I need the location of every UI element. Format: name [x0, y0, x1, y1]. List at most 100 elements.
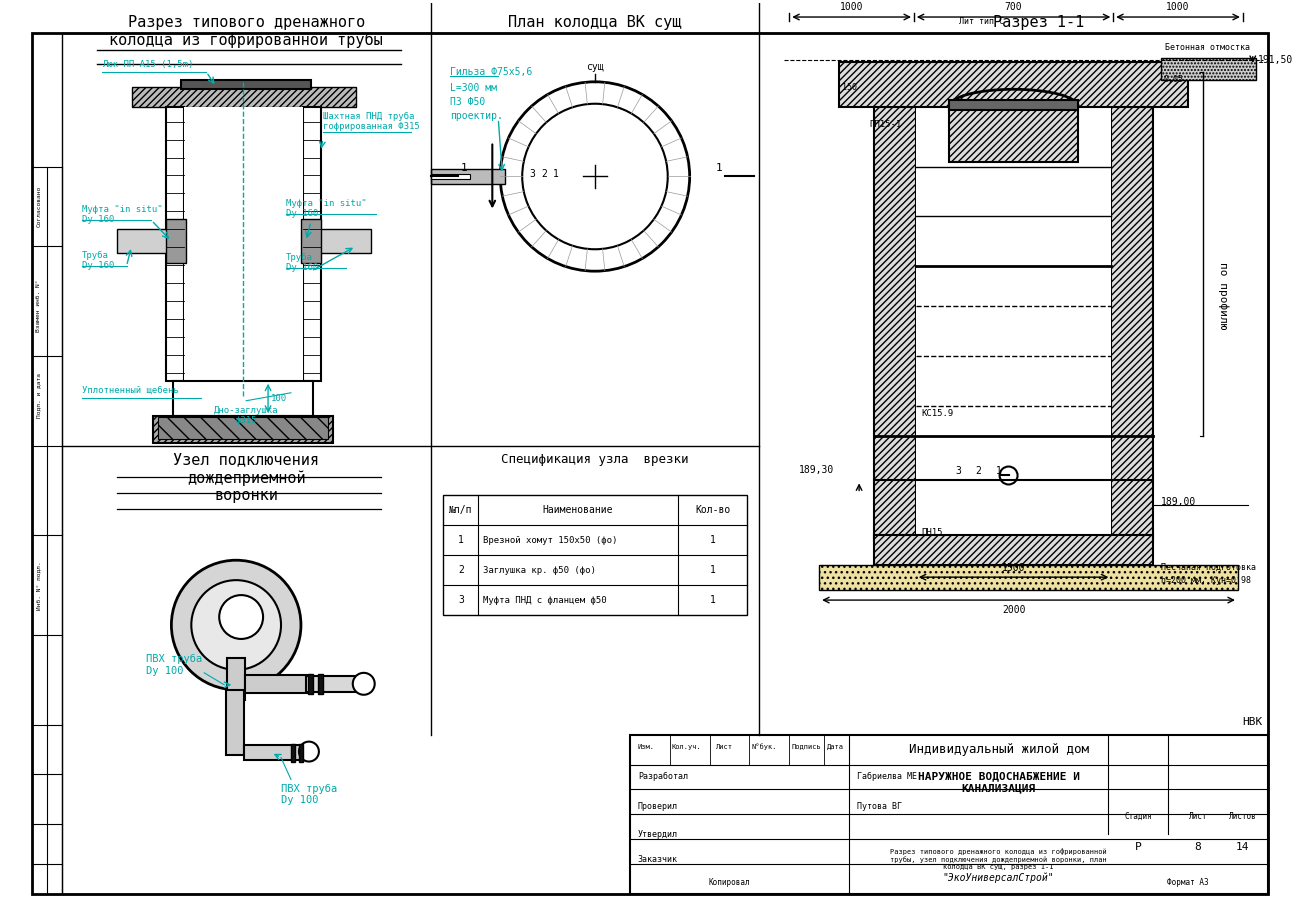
Bar: [131, 87, 355, 107]
Text: Труба
Dy 160: Труба Dy 160: [82, 250, 114, 270]
Text: h=200 мм, Кун=0,98: h=200 мм, Кун=0,98: [1160, 577, 1252, 585]
Bar: [226, 690, 245, 755]
Text: 189,30: 189,30: [799, 465, 834, 475]
Text: "ЭкоУниверсалСтрой": "ЭкоУниверсалСтрой": [943, 873, 1054, 883]
Text: проектир.: проектир.: [450, 111, 503, 121]
Text: Разрез типового дренажного
колодца из гофрированной трубы: Разрез типового дренажного колодца из го…: [109, 15, 382, 48]
Text: НАРУЖНОЕ ВОДОСНАБЖЕНИЕ И
КАНАЛИЗАЦИЯ: НАРУЖНОЕ ВОДОСНАБЖЕНИЕ И КАНАЛИЗАЦИЯ: [917, 772, 1080, 794]
Circle shape: [172, 560, 301, 690]
Text: Разрез 1-1: Разрез 1-1: [993, 15, 1084, 30]
Text: ПН15: ПН15: [921, 529, 942, 537]
Bar: [1160, 58, 1255, 79]
Text: 700: 700: [1004, 2, 1023, 12]
Text: N°бук.: N°бук.: [752, 743, 777, 750]
Text: 2: 2: [458, 565, 464, 575]
Text: 3: 3: [956, 466, 961, 476]
Bar: [154, 416, 333, 443]
Circle shape: [522, 103, 667, 249]
Bar: [245, 745, 304, 760]
Bar: [630, 735, 1267, 894]
Text: 3: 3: [458, 595, 464, 605]
Text: 150: 150: [842, 83, 856, 91]
Text: 2: 2: [541, 168, 548, 178]
Bar: [167, 219, 186, 263]
Text: 1500: 1500: [1002, 563, 1025, 573]
Text: Уплотненный щебень: Уплотненный щебень: [82, 385, 178, 395]
Bar: [173, 381, 314, 416]
Text: Р: Р: [1134, 843, 1141, 852]
Circle shape: [299, 742, 319, 761]
Text: Шахтная ПНД труба
гофрированная Ф315: Шахтная ПНД труба гофрированная Ф315: [323, 112, 420, 131]
Bar: [948, 107, 1079, 162]
Bar: [185, 107, 303, 381]
Text: 14: 14: [1236, 843, 1249, 852]
Text: Заглушка кр. ф50 (фо): Заглушка кр. ф50 (фо): [484, 565, 596, 575]
Bar: [181, 79, 311, 89]
Text: Разрез типового дренажного колодца из гофрированной
трубы, узел подключения дожд: Разрез типового дренажного колодца из го…: [890, 848, 1107, 870]
Text: 1: 1: [716, 163, 722, 173]
Text: Лист: Лист: [714, 744, 731, 749]
Text: ПП15-1: ПП15-1: [869, 120, 902, 128]
Bar: [291, 744, 295, 761]
Bar: [245, 675, 310, 693]
Text: 2: 2: [976, 466, 982, 476]
Bar: [317, 674, 323, 694]
Text: ПВХ труба
Dy 100: ПВХ труба Dy 100: [281, 784, 337, 806]
Circle shape: [999, 467, 1017, 484]
Text: Муфта "in situ"
Dy 160: Муфта "in situ" Dy 160: [286, 199, 367, 218]
Text: Кол.уч.: Кол.уч.: [671, 744, 701, 749]
Text: Утвердил: Утвердил: [637, 830, 678, 839]
Bar: [228, 658, 245, 699]
Text: Габриелва МЕ: Габриелва МЕ: [857, 772, 917, 781]
Bar: [159, 417, 328, 439]
Text: 1: 1: [553, 168, 559, 178]
Bar: [874, 72, 916, 541]
Bar: [916, 72, 1111, 541]
Bar: [306, 675, 360, 692]
Bar: [301, 219, 321, 263]
Bar: [431, 168, 505, 185]
Bar: [308, 674, 314, 694]
Text: Спецификация узла  врезки: Спецификация узла врезки: [501, 453, 688, 466]
Text: Люк ПП А15 (1,5m): Люк ПП А15 (1,5m): [101, 60, 193, 69]
Bar: [820, 565, 1237, 590]
Text: Дата: Дата: [827, 744, 844, 749]
Bar: [948, 100, 1079, 110]
Bar: [431, 174, 471, 179]
Text: КС15.9: КС15.9: [921, 408, 954, 418]
Text: 3: 3: [530, 168, 535, 178]
Text: 191,50: 191,50: [1258, 55, 1293, 65]
Bar: [117, 229, 172, 253]
Circle shape: [220, 595, 263, 639]
Text: Бетонная отмостка: Бетонная отмостка: [1166, 43, 1250, 52]
Text: 1: 1: [709, 535, 716, 545]
Text: План колодца ВК сущ: План колодца ВК сущ: [509, 15, 682, 30]
Text: 1: 1: [709, 565, 716, 575]
Circle shape: [353, 673, 375, 695]
Text: Муфта "in situ"
Dy 160: Муфта "in situ" Dy 160: [82, 204, 163, 224]
Text: L=300 мм: L=300 мм: [450, 83, 497, 92]
Bar: [444, 495, 748, 615]
Text: Подпись: Подпись: [791, 744, 821, 749]
Text: Узел подключения
дождеприемной
воронки: Узел подключения дождеприемной воронки: [173, 453, 319, 503]
Text: сущ: сущ: [587, 62, 604, 72]
Text: Индивидуальный жилой дом: Индивидуальный жилой дом: [908, 743, 1089, 756]
Text: 1: 1: [461, 163, 467, 173]
Text: Согласовано: Согласовано: [36, 186, 42, 227]
Text: НВК: НВК: [1242, 717, 1263, 726]
Text: 1000: 1000: [840, 2, 864, 12]
Text: Подп. и дата: Подп. и дата: [36, 373, 42, 419]
Text: 100: 100: [271, 395, 288, 403]
Text: 0,05: 0,05: [1163, 75, 1183, 84]
Circle shape: [191, 580, 281, 670]
Text: Врезной хомут 150х50 (фо): Врезной хомут 150х50 (фо): [484, 536, 618, 545]
Text: ПЗ Ф50: ПЗ Ф50: [450, 97, 485, 107]
Bar: [874, 535, 1153, 565]
Text: Заказчик: Заказчик: [637, 855, 678, 864]
Bar: [839, 62, 1188, 107]
Text: Разработал: Разработал: [637, 772, 688, 781]
Text: ПВХ труба
Dy 100: ПВХ труба Dy 100: [147, 654, 203, 675]
Text: 1: 1: [458, 535, 464, 545]
Bar: [316, 229, 371, 253]
Text: Песчаная подготовка: Песчаная подготовка: [1160, 564, 1255, 572]
